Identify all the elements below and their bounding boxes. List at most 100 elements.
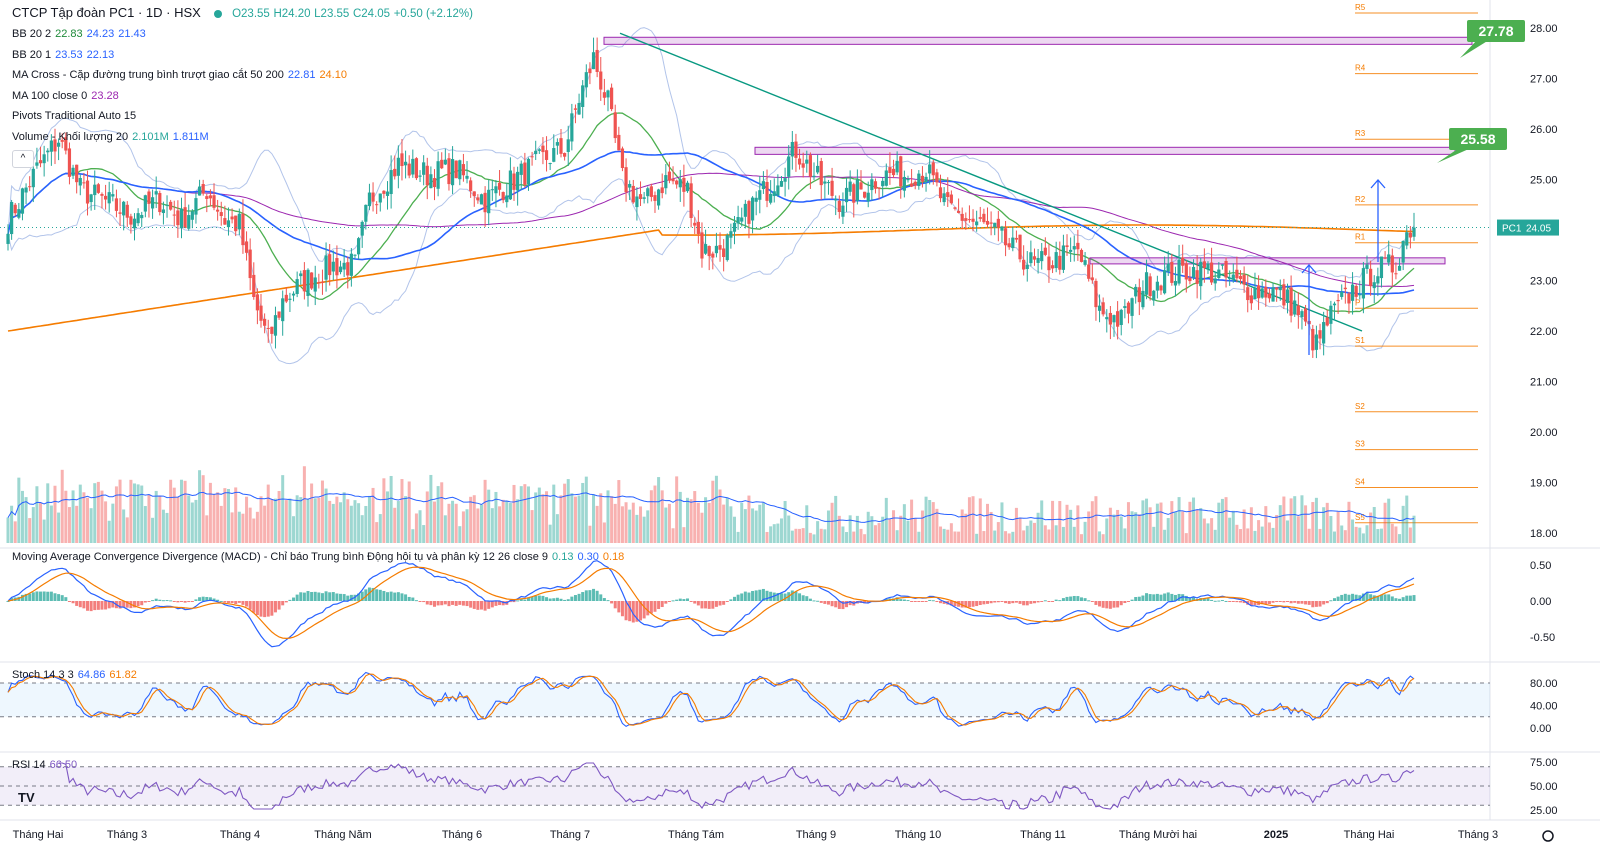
candle-body xyxy=(989,222,993,224)
volume-bar xyxy=(957,531,961,543)
macd-histogram-bar xyxy=(783,593,787,601)
volume-bar xyxy=(375,522,379,543)
macd-histogram-bar xyxy=(1213,600,1217,602)
volume-bar xyxy=(1210,518,1214,543)
settings-gear-icon[interactable] xyxy=(1542,830,1554,842)
candle-body xyxy=(360,221,364,236)
macd-histogram-bar xyxy=(667,601,671,602)
candle-body xyxy=(693,222,697,226)
volume-bar xyxy=(602,522,606,543)
legend-stoch[interactable]: Stoch 14 3 3 64.86 61.82 xyxy=(12,668,137,682)
candle-body xyxy=(150,197,155,209)
candle-body xyxy=(1275,287,1279,290)
legend-rsi[interactable]: RSI 14 66.50 xyxy=(12,758,77,772)
candle-body xyxy=(487,189,491,214)
candle-body xyxy=(993,222,997,228)
macd-histogram-bar xyxy=(942,601,946,604)
macd-histogram-bar xyxy=(826,601,830,605)
macd-histogram-bar xyxy=(704,601,708,609)
candle-body xyxy=(501,192,505,201)
macd-histogram-bar xyxy=(790,590,794,601)
candle-body xyxy=(216,209,220,212)
legend-bb[interactable]: BB 20 2 22.83 24.23 21.43 xyxy=(12,27,146,41)
macd-histogram-bar xyxy=(20,594,24,601)
legend-macd[interactable]: Moving Average Convergence Divergence (M… xyxy=(12,550,624,564)
candle-body xyxy=(541,145,545,153)
candle-body xyxy=(881,180,885,187)
volume-bar xyxy=(758,504,762,543)
candle-body xyxy=(1072,246,1076,250)
volume-bar xyxy=(1079,534,1083,543)
volume-bar xyxy=(805,505,809,543)
candle-body xyxy=(1405,232,1409,246)
candle-body xyxy=(588,68,592,74)
legend-ma[interactable]: MA 100 close 0 23.28 xyxy=(12,89,119,103)
collapse-legend-button[interactable]: ^ xyxy=(12,150,34,168)
volume-bar xyxy=(516,499,520,543)
macd-histogram-bar xyxy=(779,593,783,601)
volume-bar xyxy=(1137,514,1141,543)
macd-histogram-bar xyxy=(411,597,415,601)
price-axis-label: 21.00 xyxy=(1530,376,1558,388)
volume-bar xyxy=(725,497,729,543)
macd-histogram-bar xyxy=(212,598,216,601)
macd-histogram-bar xyxy=(563,599,567,601)
candle-body xyxy=(1390,255,1394,273)
macd-histogram-bar xyxy=(1347,594,1351,601)
legend-ma[interactable]: MA Cross - Cặp đường trung bình trượt gi… xyxy=(12,68,347,82)
macd-histogram-bar xyxy=(924,601,928,602)
volume-bar xyxy=(819,528,823,543)
volume-bar xyxy=(826,510,830,543)
volume-bar xyxy=(1311,502,1315,543)
macd-histogram-bar xyxy=(725,601,729,602)
macd-histogram-bar xyxy=(1007,601,1011,604)
volume-bar xyxy=(1369,512,1373,543)
candle-body xyxy=(1032,256,1037,260)
macd-histogram-bar xyxy=(140,601,144,606)
macd-histogram-bar xyxy=(1029,601,1033,604)
candle-body xyxy=(458,160,462,180)
candle-body xyxy=(201,184,205,194)
legend-pivots[interactable]: Pivots Traditional Auto 15 xyxy=(12,109,136,123)
candle-body xyxy=(956,210,961,213)
candle-body xyxy=(635,196,639,208)
symbol-header: CTCP Tập đoàn PC1 · 1D · HSX O23.55 H24.… xyxy=(12,5,473,20)
volume-bar xyxy=(884,497,888,543)
candle-body xyxy=(183,207,187,229)
volume-bar xyxy=(1278,505,1282,543)
downtrend-line xyxy=(619,32,1363,332)
macd-histogram-bar xyxy=(545,597,549,601)
macd-histogram-bar xyxy=(751,590,755,601)
candle-body xyxy=(295,279,299,294)
candle-body xyxy=(393,168,397,177)
volume-bar xyxy=(1217,502,1221,543)
macd-histogram-bar xyxy=(577,593,581,601)
candle-body xyxy=(942,193,946,203)
macd-histogram-bar xyxy=(176,601,180,603)
candle-body xyxy=(685,182,690,192)
macd-histogram-bar xyxy=(573,595,577,601)
legend-bb[interactable]: BB 20 1 23.53 22.13 xyxy=(12,48,114,62)
volume-bar xyxy=(1152,526,1156,543)
candle-body xyxy=(1340,291,1344,297)
macd-histogram-bar xyxy=(1383,594,1387,601)
macd-histogram-bar xyxy=(389,591,393,601)
volume-bar xyxy=(1246,528,1250,543)
volume-bar xyxy=(646,510,650,543)
macd-histogram-bar xyxy=(1137,596,1141,601)
macd-histogram-bar xyxy=(1408,595,1412,601)
volume-bar xyxy=(259,496,263,543)
volume-bar xyxy=(299,497,303,543)
volume-bar xyxy=(411,529,415,543)
macd-histogram-bar xyxy=(461,601,465,606)
candle-body xyxy=(707,246,711,257)
candle-body xyxy=(1271,287,1275,302)
volume-bar xyxy=(1192,497,1196,543)
candle-body xyxy=(671,178,675,182)
volume-bar xyxy=(1354,526,1358,543)
legend-volume[interactable]: Volume - Khối lượng 20 2.101M 1.811M xyxy=(12,130,209,144)
candle-body xyxy=(226,220,231,228)
volume-bar xyxy=(732,516,736,543)
candle-body xyxy=(642,197,646,199)
